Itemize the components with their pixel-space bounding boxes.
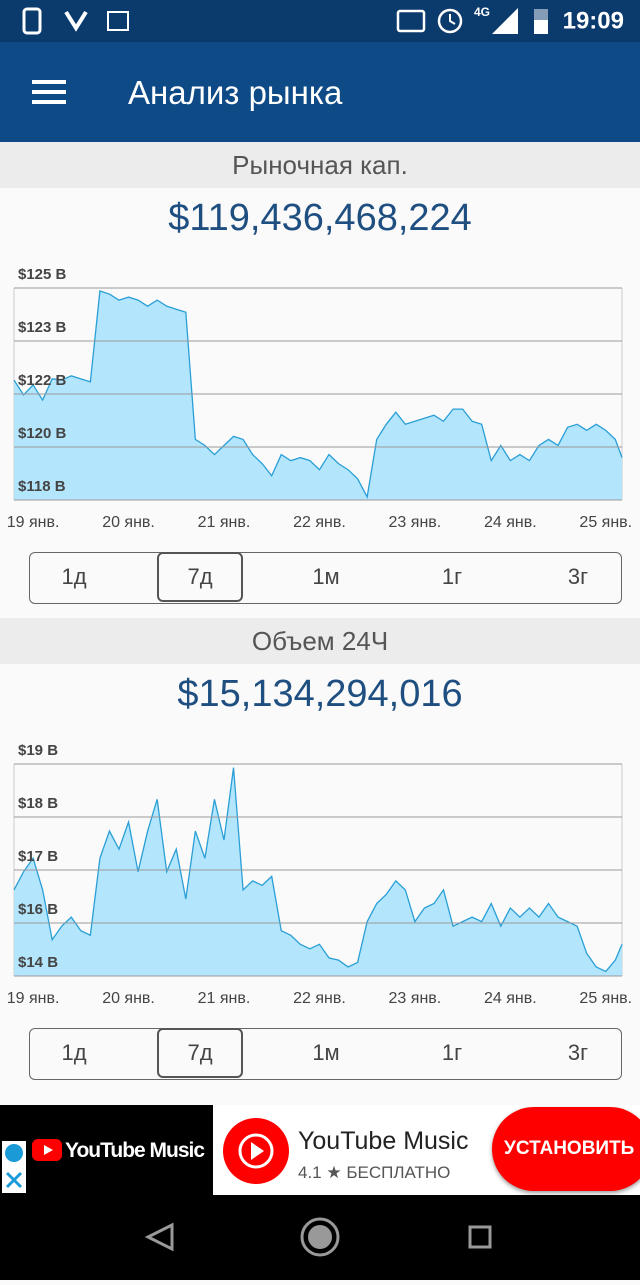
x-tick-label: 19 янв. <box>7 990 60 1007</box>
y-tick-label: $123 B <box>18 319 67 336</box>
range-button[interactable]: 1м <box>312 1040 340 1065</box>
x-tick-label: 20 янв. <box>102 990 155 1007</box>
y-tick-label: $17 B <box>18 848 58 865</box>
range-button[interactable]: 7д <box>157 1028 243 1078</box>
range-button[interactable]: 1д <box>61 1040 87 1065</box>
home-button[interactable] <box>300 1217 340 1257</box>
data-line <box>13 767 623 973</box>
x-tick-label: 21 янв. <box>198 514 251 531</box>
x-tick-label: 24 янв. <box>484 514 537 531</box>
y-tick-label: $19 B <box>18 742 58 759</box>
app-bar: Анализ рынка <box>0 42 640 142</box>
recents-button[interactable] <box>468 1225 492 1249</box>
area-fill <box>14 767 622 976</box>
install-button[interactable]: УСТАНОВИТЬ <box>492 1107 640 1191</box>
nav-icons <box>144 1217 492 1257</box>
x-tick-label: 23 янв. <box>389 990 442 1007</box>
big-value: $119,436,468,224 <box>168 197 472 239</box>
section-title: Объем 24Ч <box>0 618 640 664</box>
data-line <box>13 290 623 499</box>
range-button[interactable]: 1д <box>61 564 87 589</box>
y-tick-label: $120 B <box>18 425 67 442</box>
y-tick-label: $18 B <box>18 795 58 812</box>
range-button[interactable]: 7д <box>157 552 243 602</box>
clock: 19:09 <box>563 7 624 34</box>
x-tick-label: 25 янв. <box>579 514 632 531</box>
y-tick-label: $118 B <box>18 478 66 495</box>
network-type: 4G <box>474 5 490 19</box>
x-tick-label: 24 янв. <box>484 990 537 1007</box>
navigation-bar <box>0 1195 640 1280</box>
chart: $14 B $16 B $17 B $18 B $19 B 19 янв. 20 янв. 2… <box>7 742 632 1007</box>
area-fill <box>14 291 622 500</box>
range-button[interactable]: 3г <box>567 564 589 589</box>
ad-price: БЕСПЛАТНО <box>346 1163 451 1182</box>
x-tick-label: 19 янв. <box>7 514 60 531</box>
app-title: Анализ рынка <box>128 74 343 111</box>
x-tick-label: 20 янв. <box>102 514 155 531</box>
ad-meta: 4.1 ★ БЕСПЛАТНО <box>298 1163 451 1182</box>
range-selector: 1д 7д 1м 1г 3г <box>29 1028 622 1080</box>
ad-app-name: YouTube Music <box>298 1127 469 1155</box>
ad-banner[interactable]: YouTube Music YouTube Music 4.1 ★ БЕСПЛА… <box>0 1105 640 1195</box>
y-tick-label: $122 B <box>18 372 67 389</box>
status-icons: 4G 19:09 <box>22 5 624 35</box>
big-value: $15,134,294,016 <box>177 673 463 715</box>
menu-button[interactable] <box>32 80 68 106</box>
x-tick-label: 22 янв. <box>293 514 346 531</box>
range-button[interactable]: 1г <box>441 1040 463 1065</box>
range-selector: 1д 7д 1м 1г 3г <box>29 552 622 604</box>
y-tick-label: $16 B <box>18 901 58 918</box>
x-tick-label: 21 янв. <box>198 990 251 1007</box>
status-bar: 4G 19:09 <box>0 0 640 42</box>
x-tick-label: 25 янв. <box>579 990 632 1007</box>
range-button[interactable]: 1м <box>312 564 340 589</box>
ad-rating: 4.1 <box>298 1163 322 1182</box>
section-title: Рыночная кап. <box>0 142 640 188</box>
x-tick-label: 23 янв. <box>389 514 442 531</box>
chart: $118 B $120 B $122 B $123 B $125 B 19 янв. 20 … <box>7 266 632 531</box>
back-button[interactable] <box>144 1222 174 1252</box>
range-button[interactable]: 3г <box>567 1040 589 1065</box>
x-tick-label: 22 янв. <box>293 990 346 1007</box>
ad-brand: YouTube Music <box>65 1139 205 1162</box>
ad-app-icon <box>223 1118 289 1184</box>
youtube-logo <box>32 1139 62 1161</box>
range-button[interactable]: 1г <box>441 564 463 589</box>
ad-info[interactable] <box>2 1141 26 1193</box>
ad-brand-panel: YouTube Music <box>0 1105 213 1195</box>
y-tick-label: $14 B <box>18 954 58 971</box>
y-tick-label: $125 B <box>18 266 67 283</box>
